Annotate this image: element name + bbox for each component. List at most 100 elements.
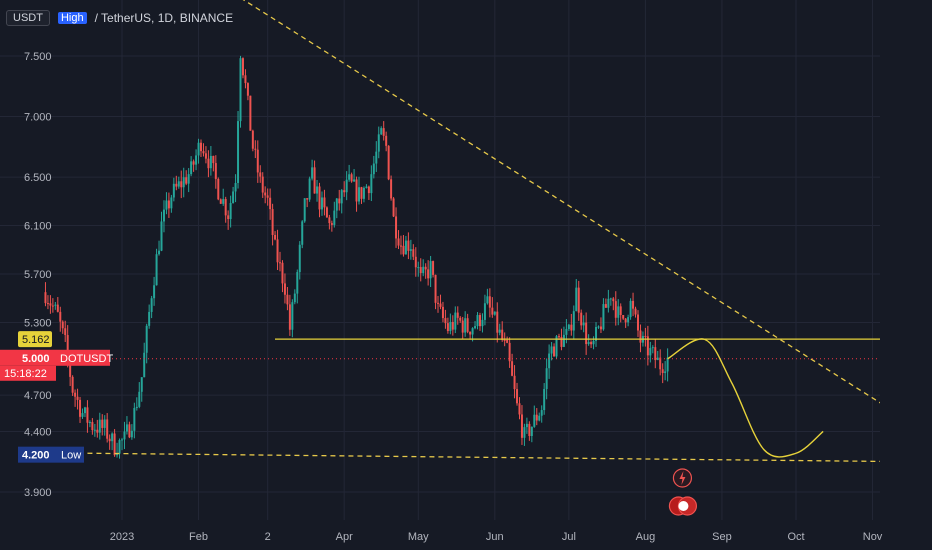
candle-body [520,414,523,438]
candle-body [274,234,277,240]
candle-body [464,318,467,333]
candle-body [192,161,195,165]
current-price-label: 5.000 [22,353,50,365]
x-tick-label: Apr [336,531,353,543]
candle-body [133,408,136,431]
candle-body [501,329,504,340]
candle-body [612,298,615,302]
candle-body [535,414,538,421]
candle-body [604,304,607,308]
candle-body [340,190,343,204]
candle-body [79,399,82,417]
candle-body [74,392,77,397]
candle-body [441,306,444,319]
candle-body [180,181,183,188]
candle-body [261,176,264,193]
x-tick-label: Jun [486,531,504,543]
candle-body [83,407,86,414]
support-price-tag [18,331,52,348]
candle-body [664,371,667,373]
candle-body [271,209,274,235]
symbol-box[interactable]: USDT [6,10,50,26]
candle-body [639,330,642,343]
candle-body [636,314,639,331]
candle-body [585,322,588,345]
candle-body [575,287,578,312]
candle-body [481,319,484,327]
candle-body [185,177,188,184]
candle-body [451,321,454,330]
candle-body [93,429,96,431]
candle-body [202,151,205,154]
candle-body [239,58,242,122]
candle-body [434,274,437,303]
chart-title: / TetherUS, 1D, BINANCE [94,11,234,25]
candle-body [380,128,383,135]
candle-body [44,292,47,304]
candle-body [264,192,267,196]
low-tag [18,446,84,463]
candle-body [338,198,341,204]
candle-body [597,326,600,328]
y-tick-label: 5.300 [24,317,52,329]
candle-body [622,315,625,319]
candle-body [538,415,541,421]
candle-body [313,167,316,194]
candle-body [155,254,158,286]
candle-body [498,329,501,333]
candle-body [602,304,605,330]
candle-body [135,406,138,409]
candle-body [518,403,521,415]
candle-body [572,311,575,331]
candle-body [424,266,427,270]
candle-body [483,303,486,320]
candle-body [222,199,225,204]
candle-body [118,440,121,454]
candle-body [422,266,425,274]
candle-body [562,334,565,347]
candle-body [666,357,669,372]
candle-body [614,301,617,318]
candle-body [232,191,235,204]
candle-body [286,294,289,305]
candle-body [395,216,398,239]
y-tick-label: 3.900 [24,487,52,499]
candle-body [318,186,321,210]
candle-body [190,161,193,175]
low-label: Low [61,450,81,462]
candle-body [404,240,407,255]
candle-body [288,304,291,330]
time-axis-panel [0,520,932,550]
candle-body [212,155,215,164]
candle-body [567,324,570,329]
candle-body [269,197,272,210]
candle-body [550,346,553,354]
candle-body [241,58,244,76]
candle-body [108,438,111,442]
candle-body [88,422,91,424]
candle-body [478,315,481,327]
lower-trendline [87,452,913,463]
candle-body [172,183,175,198]
x-tick-label: Feb [189,531,208,543]
candle-body [412,249,415,257]
candle-body [511,361,514,376]
candle-body [56,304,59,312]
chart-header: USDT High / TetherUS, 1D, BINANCE [6,8,233,28]
candle-body [195,155,198,165]
candle-body [148,311,151,326]
x-tick-label: Jul [562,531,576,543]
y-tick-label: 4.400 [24,426,52,438]
candle-body [595,327,598,341]
candle-body [281,262,284,284]
candle-body [414,256,417,268]
candle-body [246,83,249,96]
candle-body [609,298,612,300]
candle-body [266,195,269,198]
candle-body [170,197,173,209]
candle-body [353,179,356,182]
candle-body [51,305,54,307]
candle-body [656,357,659,361]
